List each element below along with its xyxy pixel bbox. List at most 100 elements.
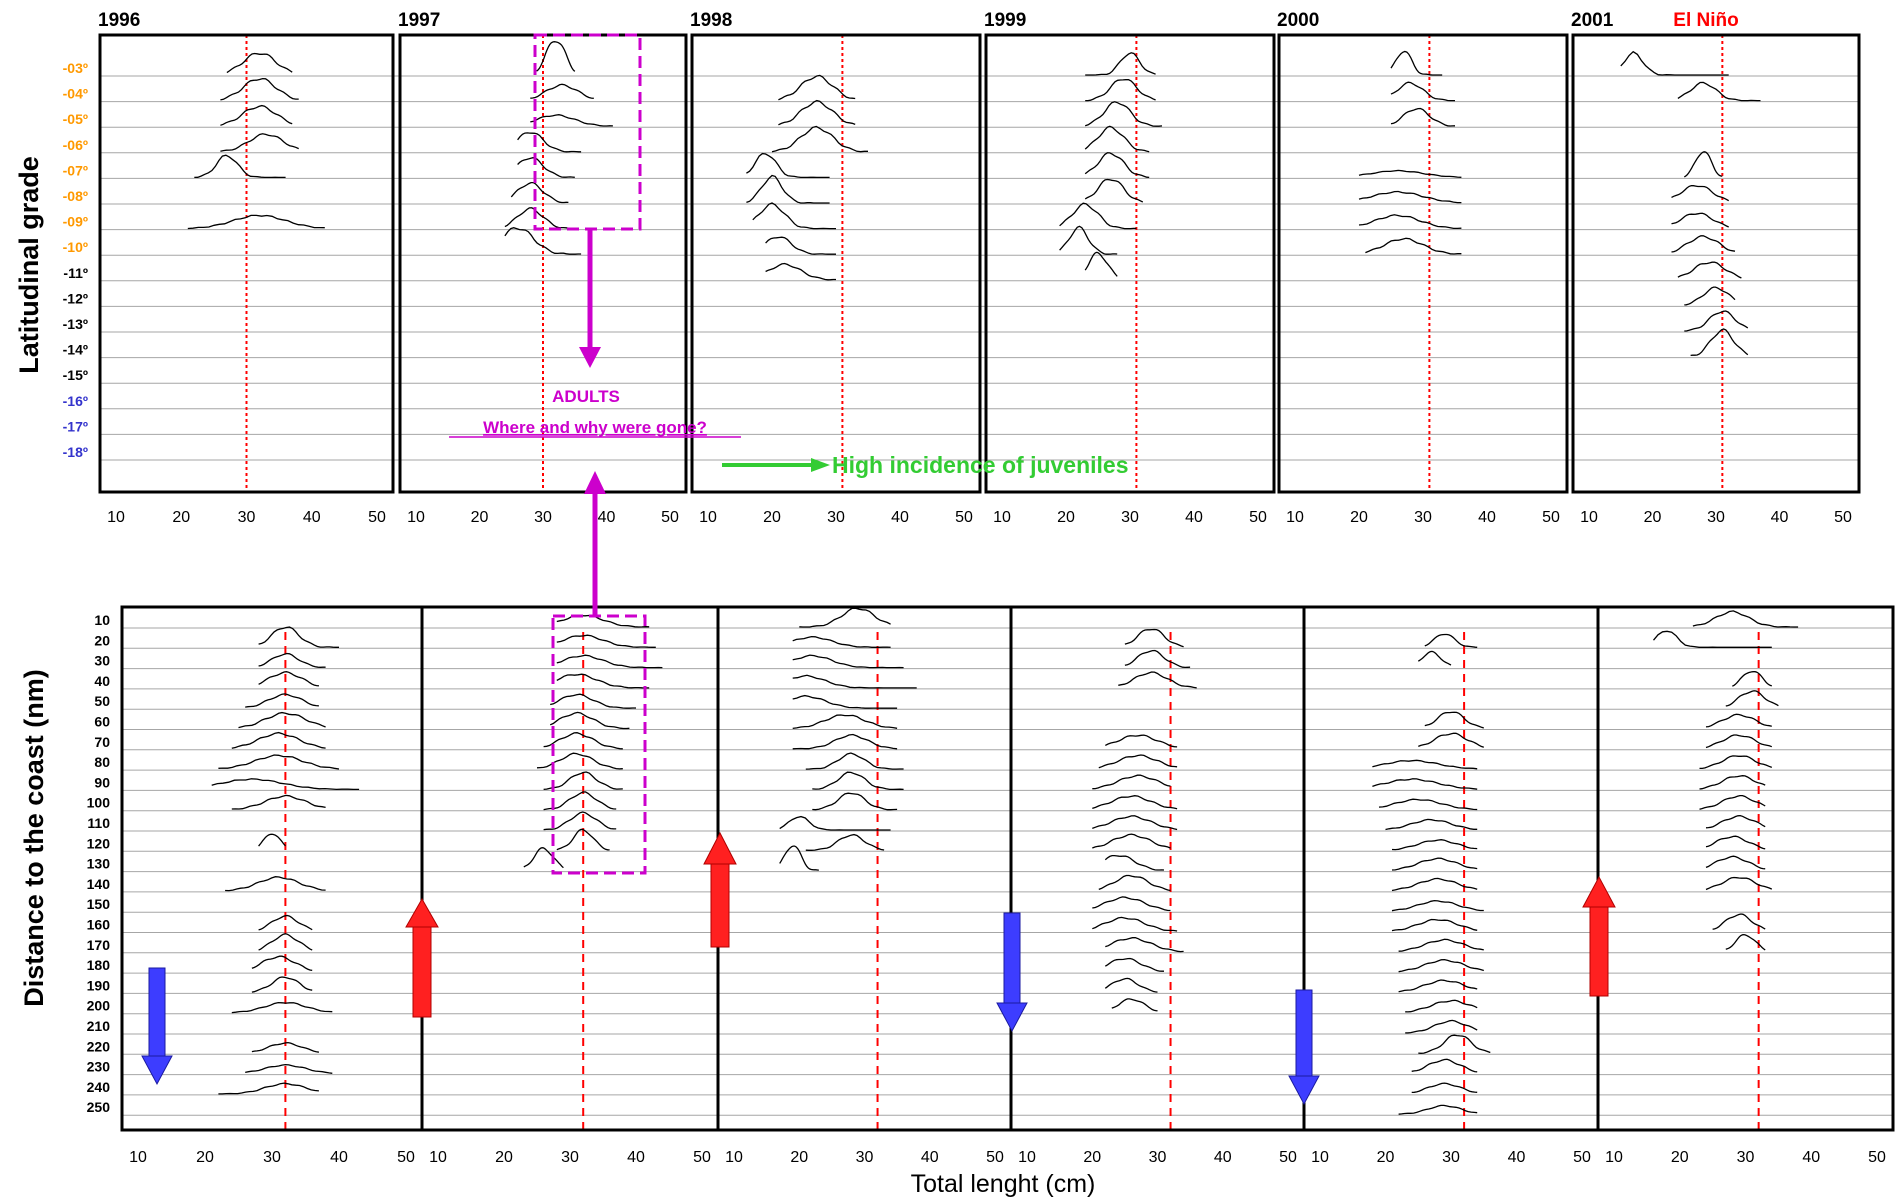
x-tick-label: 50: [1249, 509, 1267, 526]
x-tick-label: 40: [1508, 1149, 1526, 1166]
row-label: 70: [94, 734, 110, 750]
length-distribution-curve: [220, 77, 299, 101]
row-label: 50: [94, 693, 110, 709]
length-distribution-curve: [1732, 670, 1773, 687]
x-tick-label: 40: [627, 1149, 645, 1166]
panel-frame: [1571, 33, 1861, 494]
length-distribution-curve: [187, 214, 325, 230]
x-tick-label: 10: [725, 1149, 743, 1166]
length-distribution-curve: [1358, 190, 1462, 204]
length-distribution-curve: [556, 634, 656, 648]
year-label: 1999: [984, 10, 1026, 31]
length-distribution-curve: [792, 674, 917, 689]
x-tick-label: 50: [986, 1149, 1004, 1166]
length-distribution-curve: [1084, 251, 1118, 277]
x-tick-label: 40: [1478, 509, 1496, 526]
length-distribution-curve: [218, 754, 340, 770]
length-distribution-curve: [792, 654, 904, 669]
row-label: -17º: [63, 418, 88, 434]
row-label: 160: [87, 917, 111, 933]
length-distribution-curve: [1671, 212, 1729, 228]
row-label: 20: [94, 632, 110, 648]
length-distribution-curve: [752, 202, 836, 230]
red-up-arrow-1998: [703, 831, 737, 948]
length-distribution-curve: [549, 711, 630, 730]
length-distribution-curve: [792, 635, 891, 648]
blue-down-arrow-2000: [1288, 989, 1320, 1106]
length-distribution-curve: [746, 152, 830, 179]
length-distribution-curve: [220, 104, 293, 126]
length-distribution-curve: [1391, 877, 1478, 892]
length-distribution-curve: [1699, 755, 1773, 770]
length-distribution-curve: [251, 1041, 319, 1053]
length-distribution-curve: [258, 933, 313, 951]
length-distribution-curve: [510, 181, 569, 204]
length-distribution-curve: [1092, 833, 1171, 849]
x-tick-label: 40: [598, 509, 616, 526]
length-distribution-curve: [1684, 310, 1749, 332]
length-distribution-curve: [504, 227, 582, 255]
x-tick-label: 20: [790, 1149, 808, 1166]
x-tick-label: 50: [955, 509, 973, 526]
length-distribution-curve: [812, 771, 904, 791]
length-distribution-curve: [1699, 775, 1766, 790]
length-distribution-curve: [771, 125, 868, 153]
length-distribution-curve: [258, 671, 319, 687]
length-distribution-curve: [1105, 937, 1184, 953]
length-distribution-curve: [1365, 237, 1462, 255]
adults-highlight-box-bottom: [551, 614, 647, 875]
panel-frame: [120, 605, 424, 1132]
x-tick-label: 40: [921, 1149, 939, 1166]
row-label: -06º: [63, 137, 88, 153]
length-distribution-curve: [543, 732, 623, 750]
length-distribution-curve: [245, 693, 319, 708]
x-tick-label: 20: [1057, 509, 1075, 526]
row-label: 140: [87, 876, 111, 892]
length-distribution-curve: [543, 811, 617, 831]
length-distribution-curve: [258, 652, 326, 668]
length-distribution-curve: [1124, 628, 1184, 648]
x-tick-label: 10: [699, 509, 717, 526]
green-arrow-head: [811, 458, 830, 472]
row-label: -14º: [63, 342, 88, 358]
length-distribution-curve: [251, 955, 313, 972]
x-tick-label: 30: [1442, 1149, 1460, 1166]
x-tick-label: 20: [172, 509, 190, 526]
length-distribution-curve: [220, 133, 299, 152]
length-distribution-curve: [1084, 152, 1150, 179]
length-distribution-curve: [1424, 633, 1478, 648]
x-tick-label: 50: [1868, 1149, 1886, 1166]
row-label: 200: [87, 998, 111, 1014]
length-distribution-curve: [258, 914, 313, 931]
x-tick-label: 30: [1737, 1149, 1755, 1166]
length-distribution-curve: [194, 154, 286, 179]
year-label: 1997: [398, 10, 440, 31]
length-distribution-curve: [225, 876, 326, 892]
x-tick-label: 50: [1834, 509, 1852, 526]
x-tick-label: 50: [693, 1149, 711, 1166]
x-tick-label: 10: [407, 509, 425, 526]
row-label: 30: [94, 653, 110, 669]
el-nino-label: El Niño: [1673, 10, 1738, 31]
length-distribution-curve: [550, 693, 636, 709]
x-tick-label: 50: [368, 509, 386, 526]
length-distribution-curve: [1385, 818, 1478, 831]
row-label: -09º: [63, 214, 88, 230]
adults-label: ADULTS: [552, 387, 620, 406]
length-distribution-curve: [536, 41, 576, 72]
x-tick-label: 30: [263, 1149, 281, 1166]
x-tick-label: 20: [763, 509, 781, 526]
length-distribution-curve: [258, 833, 286, 847]
row-label: 90: [94, 774, 110, 790]
length-distribution-curve: [1405, 999, 1478, 1013]
row-label: 220: [87, 1038, 111, 1054]
length-distribution-curve: [1705, 835, 1766, 850]
year-label: 2001: [1571, 10, 1614, 31]
length-distribution-curve: [1105, 734, 1178, 748]
length-distribution-curve: [238, 711, 326, 729]
adults-question: Where and why were gone?: [483, 418, 707, 437]
row-label: 230: [87, 1059, 111, 1075]
x-tick-label: 40: [330, 1149, 348, 1166]
length-distribution-curve: [517, 132, 582, 153]
